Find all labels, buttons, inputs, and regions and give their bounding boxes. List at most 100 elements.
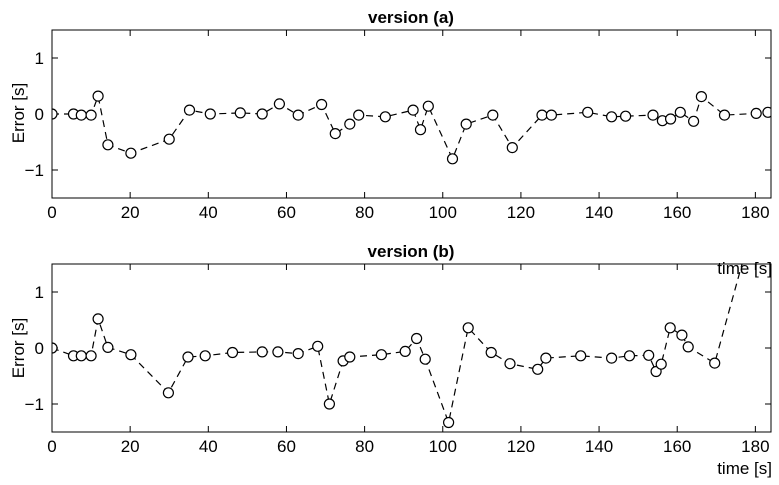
y-tick-label: 1 (35, 49, 44, 68)
y-tick-label: 0 (35, 105, 44, 124)
x-tick-label: 120 (507, 437, 535, 456)
data-point (205, 109, 215, 119)
x-tick-label: 0 (47, 203, 56, 222)
x-tick-label: 40 (199, 203, 218, 222)
x-axis-label: time [s] (717, 259, 772, 278)
x-tick-label: 0 (47, 437, 56, 456)
data-point (486, 348, 496, 358)
x-tick-label: 180 (741, 203, 769, 222)
data-point (416, 125, 426, 135)
data-point (537, 110, 547, 120)
tick-marks (52, 264, 771, 432)
data-point (400, 346, 410, 356)
data-point (546, 110, 556, 120)
data-point (345, 352, 355, 362)
data-point (689, 116, 699, 126)
data-point (656, 359, 666, 369)
series-group (47, 91, 773, 164)
data-point (644, 350, 654, 360)
x-tick-label: 100 (429, 203, 457, 222)
data-point (273, 347, 283, 357)
data-point (76, 110, 86, 120)
x-tick-label: 160 (663, 437, 691, 456)
data-point (533, 364, 543, 374)
data-point (330, 129, 340, 139)
data-point (293, 110, 303, 120)
data-point (625, 351, 635, 361)
y-axis-label: Error [s] (9, 83, 28, 143)
data-point (505, 359, 515, 369)
data-point (163, 388, 173, 398)
data-point (720, 110, 730, 120)
data-point (126, 350, 136, 360)
x-tick-label: 20 (121, 437, 140, 456)
data-point (76, 351, 86, 361)
subplot-version-a: version (a) Error [s] time [s] 0 20 40 60 80… (9, 8, 773, 278)
x-tick-label: 60 (277, 203, 296, 222)
data-point (607, 353, 617, 363)
chart-title: version (a) (368, 8, 454, 27)
data-point (354, 110, 364, 120)
x-tick-label: 160 (663, 203, 691, 222)
data-point (345, 119, 355, 129)
data-point (648, 110, 658, 120)
subplot-version-b: version (b) Error [s] time [s] 0 20 40 60 80… (9, 242, 772, 478)
data-point (257, 109, 267, 119)
data-point (86, 351, 96, 361)
data-point (677, 330, 687, 340)
data-point (665, 323, 675, 333)
data-point (324, 399, 334, 409)
data-point (103, 140, 113, 150)
data-point (583, 107, 593, 117)
series-group (47, 253, 749, 427)
data-point (293, 349, 303, 359)
data-point (541, 353, 551, 363)
data-point (408, 105, 418, 115)
data-point (93, 91, 103, 101)
data-point (185, 105, 195, 115)
data-point (257, 347, 267, 357)
plot-frame (52, 264, 771, 432)
x-tick-label: 120 (507, 203, 535, 222)
data-point (448, 154, 458, 164)
x-tick-label: 20 (121, 203, 140, 222)
series-line (52, 258, 744, 422)
x-tick-label: 80 (355, 203, 374, 222)
x-tick-label: 100 (429, 437, 457, 456)
data-point (710, 358, 720, 368)
data-point (412, 334, 422, 344)
data-point (93, 314, 103, 324)
y-tick-label: −1 (25, 395, 44, 414)
x-tick-label: 140 (585, 203, 613, 222)
x-tick-label: 140 (585, 437, 613, 456)
data-point (463, 323, 473, 333)
data-point (423, 101, 433, 111)
x-tick-labels: 0 20 40 60 80 100 120 140 160 180 (47, 437, 769, 456)
y-tick-label: 0 (35, 339, 44, 358)
data-point (420, 354, 430, 364)
chart-title: version (b) (368, 242, 455, 261)
data-point (444, 418, 454, 428)
data-point (696, 92, 706, 102)
data-point (576, 351, 586, 361)
data-point (228, 348, 238, 358)
y-tick-label: −1 (25, 161, 44, 180)
data-point (675, 107, 685, 117)
x-axis-label: time [s] (717, 459, 772, 478)
data-point (313, 341, 323, 351)
data-point (86, 110, 96, 120)
data-point (164, 134, 174, 144)
x-tick-label: 60 (277, 437, 296, 456)
y-axis-label: Error [s] (9, 318, 28, 378)
data-point (751, 108, 761, 118)
x-tick-labels: 0 20 40 60 80 100 120 140 160 180 (47, 203, 769, 222)
x-tick-label: 180 (741, 437, 769, 456)
data-point (376, 350, 386, 360)
data-point (380, 112, 390, 122)
x-tick-label: 40 (199, 437, 218, 456)
data-point (461, 119, 471, 129)
x-tick-label: 80 (355, 437, 374, 456)
data-point (507, 143, 517, 153)
data-point (235, 108, 245, 118)
